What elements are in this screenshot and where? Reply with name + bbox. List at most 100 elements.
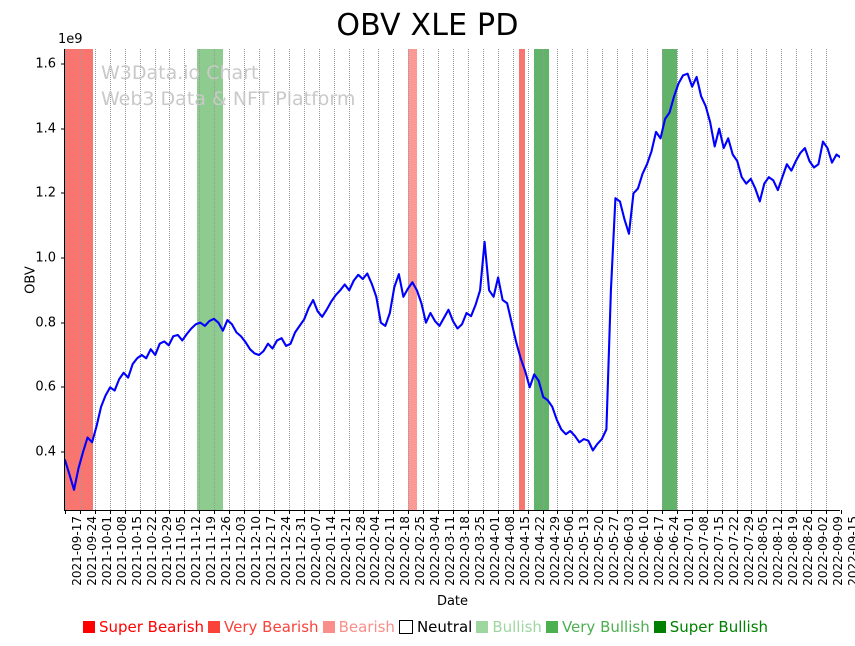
x-tick-label: 2022-07-22 <box>726 516 741 586</box>
plot-area: W3Data.io Chart Web3 Data & NFT Platform… <box>23 49 855 609</box>
x-tick-label: 2021-10-08 <box>114 516 129 586</box>
gridline <box>751 49 753 510</box>
x-tick-label: 2022-07-15 <box>711 516 726 586</box>
legend-item-very-bullish[interactable]: Very Bullish <box>545 618 650 636</box>
x-tick-label: 2022-08-19 <box>786 516 801 586</box>
gridline <box>527 49 529 510</box>
x-tick-label: 2021-12-03 <box>234 516 249 586</box>
x-tick-mark <box>199 510 201 514</box>
x-tick-mark <box>497 510 499 514</box>
x-tick-mark <box>229 510 231 514</box>
gridline <box>109 49 111 510</box>
x-tick-mark <box>572 510 574 514</box>
x-tick-label: 2021-10-22 <box>144 516 159 586</box>
x-tick-mark <box>214 510 216 514</box>
x-tick-mark <box>139 510 141 514</box>
gridline <box>169 49 171 510</box>
signal-band-very-bullish <box>534 49 549 510</box>
x-tick-mark <box>691 510 693 514</box>
x-tick-mark <box>751 510 753 514</box>
x-tick-label: 2022-07-29 <box>741 516 756 586</box>
gridline <box>408 49 410 510</box>
x-tick-label: 2022-02-04 <box>368 516 383 586</box>
legend-swatch-icon <box>476 621 489 633</box>
gridline <box>333 49 335 510</box>
gridline <box>229 49 231 510</box>
x-tick-label: 2022-01-21 <box>338 516 353 586</box>
legend-label: Bullish <box>492 618 542 636</box>
x-tick-label: 2022-05-20 <box>592 516 607 586</box>
y-tick-mark <box>61 128 65 130</box>
gridline <box>348 49 350 510</box>
x-axis-label: Date <box>436 594 469 609</box>
gridline <box>65 49 66 510</box>
legend-item-bearish[interactable]: Bearish <box>322 618 395 636</box>
x-tick-mark <box>661 510 663 514</box>
gridline <box>706 49 708 510</box>
x-tick-label: 2022-08-26 <box>801 516 816 586</box>
legend-label: Super Bearish <box>98 618 205 636</box>
x-tick-label: 2022-03-18 <box>458 516 472 586</box>
x-tick-label: 2021-10-15 <box>129 516 144 586</box>
x-tick-mark <box>632 510 634 514</box>
x-tick-mark <box>423 510 425 514</box>
x-tick-mark <box>79 510 81 514</box>
x-tick-label: 2022-05-06 <box>562 516 577 586</box>
gridline <box>721 49 723 510</box>
x-tick-label: 2022-03-11 <box>443 516 458 586</box>
y-tick-mark <box>61 451 65 453</box>
x-tick-mark <box>527 510 529 514</box>
obv-line-series <box>65 72 840 491</box>
x-tick-label: 2021-09-17 <box>70 516 84 586</box>
x-tick-label: 2021-11-19 <box>204 516 219 586</box>
legend-item-super-bearish[interactable]: Super Bearish <box>82 618 205 636</box>
x-tick-label: 2021-11-05 <box>174 516 189 586</box>
gridline <box>303 49 305 510</box>
x-tick-label: 2022-03-04 <box>428 516 443 586</box>
x-tick-mark <box>244 510 246 514</box>
x-tick-mark <box>318 510 320 514</box>
x-tick-label: 2022-04-01 <box>487 516 502 586</box>
x-tick-mark <box>378 510 380 514</box>
legend-item-super-bullish[interactable]: Super Bullish <box>653 618 769 636</box>
x-tick-label: 2022-09-15 <box>846 516 855 586</box>
y-tick-label: 0.8 <box>35 315 56 331</box>
gridline <box>273 49 275 510</box>
page-title: OBV XLE PD <box>336 8 519 43</box>
gridline <box>244 49 246 510</box>
legend-label: Bearish <box>338 618 395 636</box>
y-tick-mark <box>61 386 65 388</box>
y-tick-mark <box>61 322 65 324</box>
x-tick-label: 2022-02-25 <box>413 516 428 586</box>
gridline <box>632 49 634 510</box>
x-tick-mark <box>124 510 126 514</box>
x-tick-mark <box>557 510 559 514</box>
legend-swatch-icon <box>322 621 335 633</box>
x-tick-mark <box>617 510 619 514</box>
y-tick-label: 0.4 <box>35 444 56 460</box>
x-tick-mark <box>766 510 768 514</box>
gridline <box>154 49 156 510</box>
gridline <box>587 49 589 510</box>
y-tick-label: 1.2 <box>35 185 56 201</box>
x-tick-label: 2022-02-18 <box>398 516 413 586</box>
legend-item-bullish[interactable]: Bullish <box>476 618 542 636</box>
legend-item-very-bearish[interactable]: Very Bearish <box>208 618 319 636</box>
x-tick-label: 2021-12-10 <box>249 516 264 586</box>
x-tick-mark <box>721 510 723 514</box>
y-tick-mark <box>61 63 65 65</box>
x-tick-label: 2021-10-01 <box>99 516 114 586</box>
x-tick-mark <box>348 510 350 514</box>
gridline <box>378 49 380 510</box>
legend-label: Super Bullish <box>669 618 769 636</box>
gridline <box>617 49 619 510</box>
legend-label: Very Bearish <box>224 618 319 636</box>
x-tick-label: 2022-03-25 <box>472 516 487 586</box>
x-tick-mark <box>647 510 648 514</box>
legend-item-neutral[interactable]: Neutral <box>398 618 472 636</box>
x-tick-mark <box>826 510 828 514</box>
y-tick-mark <box>61 192 65 194</box>
x-tick-mark <box>512 510 514 514</box>
gridline <box>393 49 395 510</box>
x-tick-label: 2022-06-17 <box>652 516 666 586</box>
